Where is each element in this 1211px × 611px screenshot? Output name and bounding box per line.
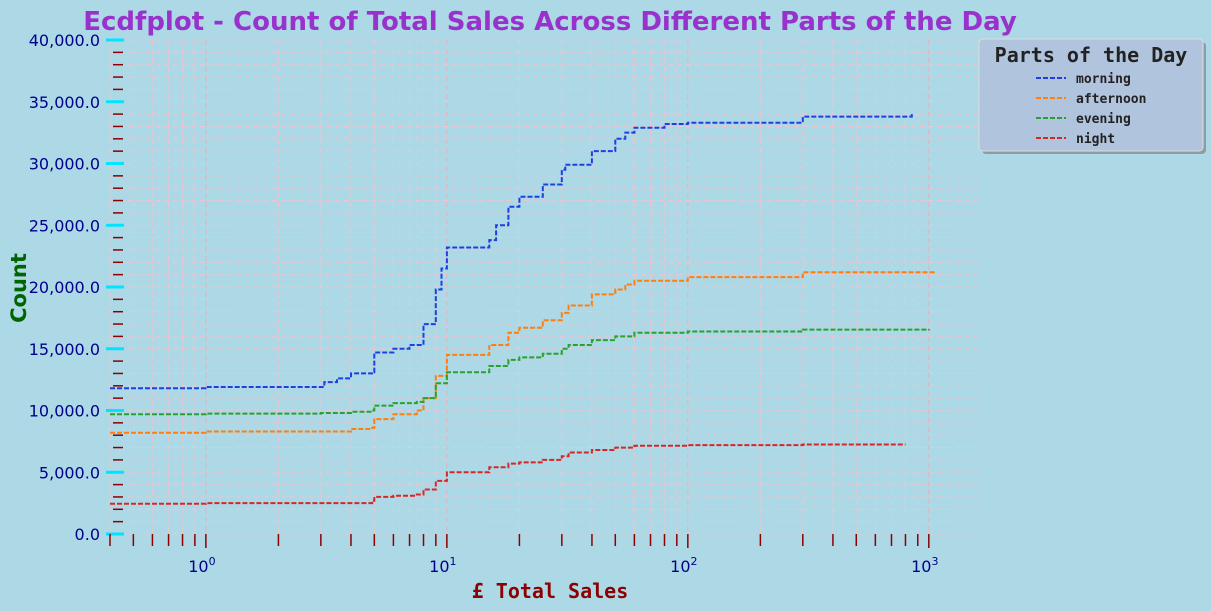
y-tick-label: 5,000.0 <box>39 463 100 482</box>
legend-label-night: night <box>1076 132 1115 147</box>
y-axis-label: Count <box>7 253 31 323</box>
y-tick-label: 30,000.0 <box>29 155 100 174</box>
legend-label-evening: evening <box>1076 112 1131 127</box>
series-line-evening <box>110 328 930 416</box>
series-lines <box>110 114 935 505</box>
y-tick-label: 25,000.0 <box>29 216 100 235</box>
y-tick-label: 0.0 <box>75 525 100 544</box>
y-tick-label: 10,000.0 <box>29 402 100 421</box>
x-axis-label: £ Total Sales <box>472 579 629 603</box>
x-tick-label: 102 <box>670 555 697 576</box>
chart-title: Ecdfplot - Count of Total Sales Across D… <box>83 7 1017 37</box>
x-axis: 100 101 102 103 <box>109 534 938 576</box>
x-tick-label: 103 <box>911 555 938 576</box>
y-axis: 0.0 5,000.0 10,000.0 15,000.0 20,000.0 25,000… <box>29 31 124 544</box>
series-line-night <box>110 443 906 505</box>
legend-box <box>978 38 1204 152</box>
legend: Parts of the Day morning afternoon evening… <box>978 38 1206 154</box>
x-tick-label: 101 <box>429 555 456 576</box>
legend-title: Parts of the Day <box>995 43 1188 67</box>
y-tick-label: 15,000.0 <box>29 340 100 359</box>
x-tick-label: 100 <box>188 555 215 576</box>
y-tick-label: 35,000.0 <box>29 93 100 112</box>
series-line-morning <box>110 114 913 390</box>
legend-label-morning: morning <box>1076 72 1131 87</box>
series-line-afternoon <box>110 270 935 434</box>
y-tick-label: 20,000.0 <box>29 278 100 297</box>
y-tick-label: 40,000.0 <box>29 31 100 50</box>
legend-label-afternoon: afternoon <box>1076 92 1146 107</box>
